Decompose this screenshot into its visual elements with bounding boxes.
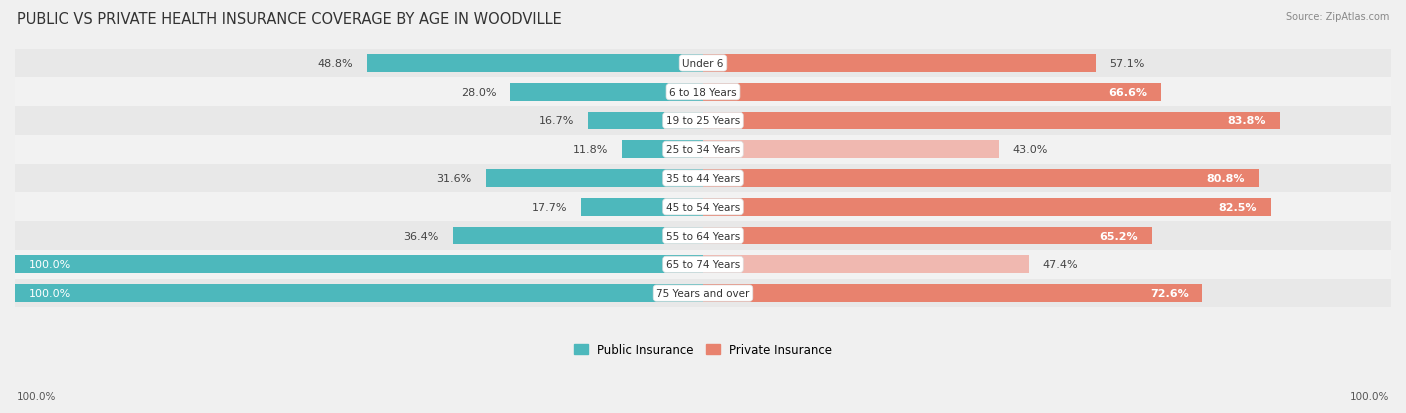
- Bar: [581, 198, 703, 216]
- Bar: [0, 193, 1406, 222]
- Bar: [15, 285, 703, 302]
- Text: 45 to 54 Years: 45 to 54 Years: [666, 202, 740, 212]
- Text: 57.1%: 57.1%: [1109, 59, 1144, 69]
- Bar: [0, 164, 1406, 193]
- Bar: [0, 50, 1406, 78]
- Text: 47.4%: 47.4%: [1043, 260, 1078, 270]
- Bar: [0, 78, 1406, 107]
- Text: 11.8%: 11.8%: [572, 145, 607, 155]
- Text: 66.6%: 66.6%: [1108, 88, 1147, 97]
- Text: 65.2%: 65.2%: [1099, 231, 1137, 241]
- Text: 55 to 64 Years: 55 to 64 Years: [666, 231, 740, 241]
- Bar: [588, 112, 703, 130]
- Text: 36.4%: 36.4%: [404, 231, 439, 241]
- Text: 19 to 25 Years: 19 to 25 Years: [666, 116, 740, 126]
- Text: Under 6: Under 6: [682, 59, 724, 69]
- Bar: [0, 250, 1406, 279]
- Text: 82.5%: 82.5%: [1219, 202, 1257, 212]
- Bar: [367, 55, 703, 73]
- Text: 35 to 44 Years: 35 to 44 Years: [666, 173, 740, 184]
- Bar: [703, 256, 1029, 273]
- Bar: [510, 83, 703, 101]
- Text: 100.0%: 100.0%: [17, 391, 56, 401]
- Text: 83.8%: 83.8%: [1227, 116, 1265, 126]
- Bar: [485, 170, 703, 188]
- Bar: [703, 83, 1161, 101]
- Bar: [703, 112, 1279, 130]
- Text: 100.0%: 100.0%: [1350, 391, 1389, 401]
- Text: PUBLIC VS PRIVATE HEALTH INSURANCE COVERAGE BY AGE IN WOODVILLE: PUBLIC VS PRIVATE HEALTH INSURANCE COVER…: [17, 12, 561, 27]
- Text: 16.7%: 16.7%: [538, 116, 574, 126]
- Bar: [15, 256, 703, 273]
- Text: 31.6%: 31.6%: [437, 173, 472, 184]
- Text: Source: ZipAtlas.com: Source: ZipAtlas.com: [1285, 12, 1389, 22]
- Bar: [0, 222, 1406, 250]
- Text: 100.0%: 100.0%: [28, 288, 72, 298]
- Text: 72.6%: 72.6%: [1150, 288, 1188, 298]
- Text: 43.0%: 43.0%: [1012, 145, 1047, 155]
- Bar: [0, 135, 1406, 164]
- Bar: [703, 285, 1202, 302]
- Bar: [703, 141, 998, 159]
- Bar: [703, 55, 1095, 73]
- Bar: [0, 279, 1406, 308]
- Text: 25 to 34 Years: 25 to 34 Years: [666, 145, 740, 155]
- Bar: [703, 198, 1271, 216]
- Text: 48.8%: 48.8%: [318, 59, 353, 69]
- Bar: [703, 227, 1152, 245]
- Text: 75 Years and over: 75 Years and over: [657, 288, 749, 298]
- Text: 6 to 18 Years: 6 to 18 Years: [669, 88, 737, 97]
- Text: 65 to 74 Years: 65 to 74 Years: [666, 260, 740, 270]
- Bar: [0, 107, 1406, 135]
- Bar: [453, 227, 703, 245]
- Legend: Public Insurance, Private Insurance: Public Insurance, Private Insurance: [569, 338, 837, 361]
- Text: 80.8%: 80.8%: [1206, 173, 1246, 184]
- Text: 28.0%: 28.0%: [461, 88, 496, 97]
- Text: 17.7%: 17.7%: [531, 202, 568, 212]
- Text: 100.0%: 100.0%: [28, 260, 72, 270]
- Bar: [703, 170, 1258, 188]
- Bar: [621, 141, 703, 159]
